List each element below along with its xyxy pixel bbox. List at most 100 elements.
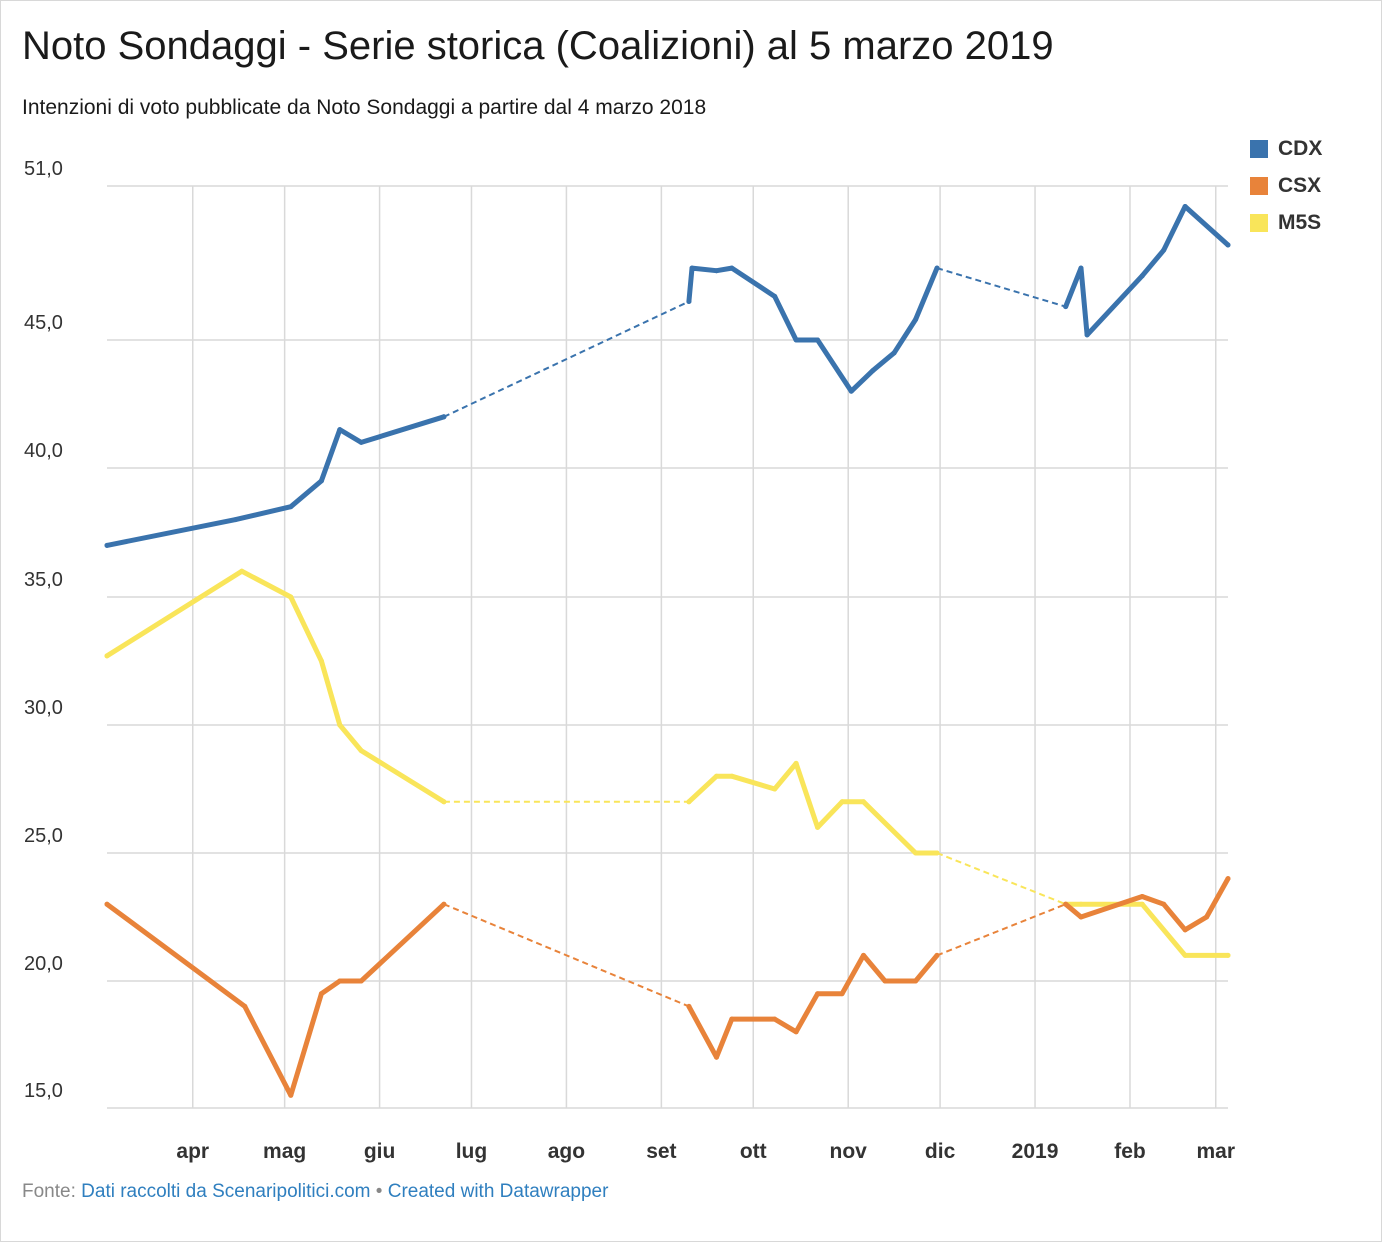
series-cdx-point <box>104 542 110 548</box>
series-m5s-point <box>337 722 343 728</box>
series-m5s-point <box>104 653 110 659</box>
series-csx-point <box>882 978 888 984</box>
legend-item-m5s[interactable]: M5S <box>1250 204 1322 241</box>
series-cdx-point <box>815 337 821 343</box>
y-tick-label: 20,0 <box>24 953 63 975</box>
legend-swatch-csx <box>1250 176 1268 195</box>
series-csx <box>104 876 1231 1098</box>
series-m5s-point <box>772 786 778 792</box>
x-tick-label: 2019 <box>1012 1140 1059 1163</box>
series-cdx-line <box>686 265 940 394</box>
y-tick-label: 25,0 <box>24 825 63 847</box>
series-m5s-point <box>714 773 720 779</box>
series-csx-point <box>815 991 821 997</box>
series-layer <box>104 204 1231 1098</box>
x-tick-label: nov <box>830 1140 868 1163</box>
x-tick-label: ott <box>740 1140 767 1163</box>
series-csx-point <box>441 901 447 907</box>
legend-item-csx[interactable]: CSX <box>1250 167 1322 204</box>
series-csx-point <box>772 1016 778 1022</box>
series-m5s-point <box>861 799 867 805</box>
series-csx-point <box>839 991 845 997</box>
series-cdx-point <box>1063 304 1069 310</box>
legend-item-cdx[interactable]: CDX <box>1250 130 1322 167</box>
x-tick-label: apr <box>176 1140 209 1163</box>
series-cdx <box>104 204 1231 548</box>
series-cdx-point <box>337 427 343 433</box>
x-tick-label: ago <box>548 1140 585 1163</box>
series-cdx-point <box>772 293 778 299</box>
x-tick-label: mar <box>1196 1140 1235 1163</box>
series-csx-point <box>714 1054 720 1060</box>
x-tick-label: giu <box>364 1140 396 1163</box>
y-tick-label: 40,0 <box>24 440 63 462</box>
series-csx-point <box>1063 901 1069 907</box>
series-cdx-point <box>358 439 364 445</box>
series-cdx-point <box>689 265 695 271</box>
tick-layer: 15,0 20,0 25,0 30,0 35,0 40,0 45,0 51,0 apr mag gi… <box>24 158 1235 1163</box>
series-m5s-line <box>686 760 940 856</box>
series-m5s-point <box>1182 952 1188 958</box>
x-tick-label: mag <box>263 1140 306 1163</box>
series-cdx-point <box>729 265 735 271</box>
series-cdx-point <box>934 265 940 271</box>
series-m5s-point <box>318 658 324 664</box>
series-csx-point <box>1182 927 1188 933</box>
series-m5s-point <box>288 594 294 600</box>
footer-prefix: Fonte: <box>22 1181 82 1202</box>
series-csx-point <box>793 1029 799 1035</box>
datawrapper-credit-link[interactable]: Created with Datawrapper <box>387 1181 609 1202</box>
series-csx-point <box>1225 876 1231 882</box>
series-m5s-point <box>934 850 940 856</box>
series-cdx-point <box>1225 242 1231 248</box>
series-csx-point <box>729 1016 735 1022</box>
series-m5s-point <box>239 568 245 574</box>
series-cdx-point <box>793 337 799 343</box>
series-cdx-point <box>233 517 239 523</box>
series-cdx-line <box>104 414 447 548</box>
y-tick-label: 35,0 <box>24 569 63 591</box>
series-m5s-point <box>729 773 735 779</box>
footer: Fonte: Dati raccolti da Scenaripolitici.… <box>22 1181 608 1203</box>
chart-subtitle: Intenzioni di voto pubblicate da Noto So… <box>22 96 707 119</box>
series-cdx-point <box>318 478 324 484</box>
series-cdx-point <box>1161 247 1167 253</box>
series-cdx-point <box>848 388 854 394</box>
series-csx-point <box>318 991 324 997</box>
series-csx-line <box>686 952 940 1060</box>
y-tick-label: 15,0 <box>24 1080 63 1102</box>
series-csx-point <box>1139 894 1145 900</box>
series-m5s-point <box>1139 901 1145 907</box>
series-m5s-point <box>793 760 799 766</box>
x-tick-label: feb <box>1114 1140 1146 1163</box>
series-m5s-gap-line <box>936 852 1067 906</box>
series-cdx-point <box>1139 273 1145 279</box>
series-m5s-point <box>839 799 845 805</box>
source-link[interactable]: Dati raccolti da Scenaripolitici.com <box>81 1181 371 1202</box>
series-m5s-point <box>686 799 692 805</box>
series-m5s-point <box>815 824 821 830</box>
series-csx-point <box>104 901 110 907</box>
series-cdx-point <box>714 268 720 274</box>
series-csx-point <box>1204 914 1210 920</box>
series-cdx-point <box>686 299 692 304</box>
series-cdx-point <box>891 350 897 356</box>
footer-separator: • <box>370 1181 388 1202</box>
series-cdx-point <box>1078 265 1084 271</box>
y-tick-label: 45,0 <box>24 312 63 334</box>
series-cdx-point <box>870 368 876 374</box>
series-csx-point <box>288 1092 294 1098</box>
series-cdx-point <box>288 504 294 510</box>
series-cdx-gap-line <box>443 300 690 418</box>
series-m5s-point <box>1078 901 1084 907</box>
x-tick-label: dic <box>925 1140 956 1163</box>
series-csx-point <box>686 1003 692 1009</box>
series-csx-point <box>337 978 343 984</box>
series-m5s-line <box>104 568 447 805</box>
series-m5s <box>104 568 1231 958</box>
series-csx-point <box>358 978 364 984</box>
series-cdx-gap-line <box>936 267 1066 308</box>
series-m5s-point <box>441 799 447 805</box>
